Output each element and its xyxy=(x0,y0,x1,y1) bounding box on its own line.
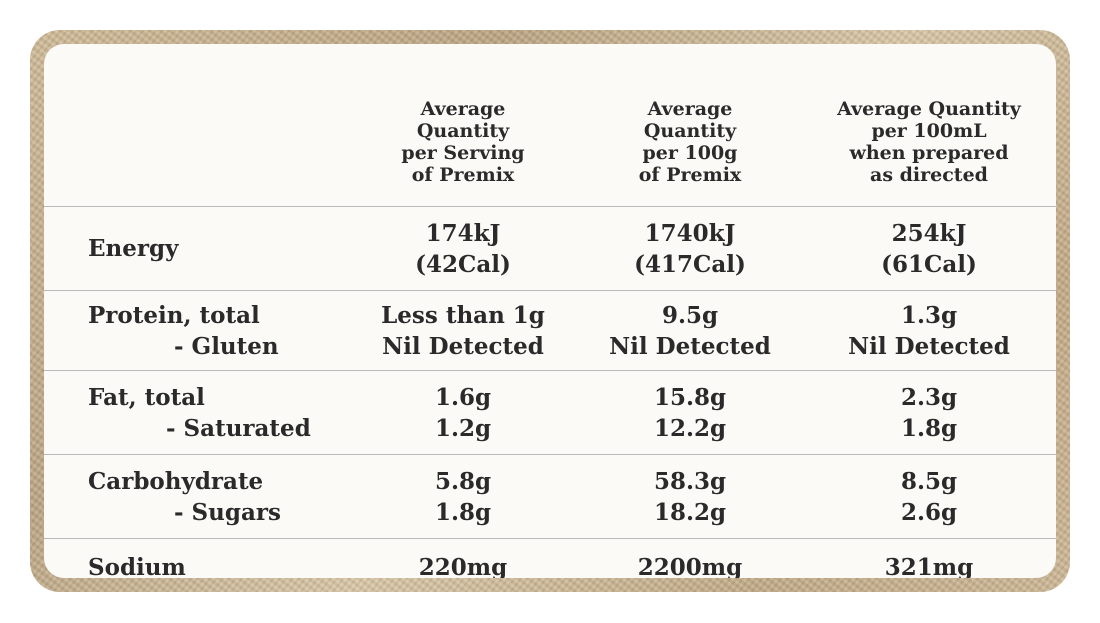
cell-per-100ml: 321mg xyxy=(884,554,974,578)
nutrition-panel: Average Quantity per Serving of Premix A… xyxy=(44,44,1056,578)
cell-per-serving: 5.8g 1.8g xyxy=(348,454,578,539)
row-sodium: Sodium 220mg 2200mg 321mg xyxy=(44,539,1056,578)
row-label: Sodium xyxy=(88,554,186,578)
row-protein: Protein, total - Gluten Less than 1g Nil… xyxy=(44,290,1056,371)
cell-per-serving: Less than 1g Nil Detected xyxy=(348,290,578,371)
row-energy: Energy 174kJ (42Cal) 1740kJ (417Cal) 254… xyxy=(44,206,1056,291)
row-sublabel: - Saturated xyxy=(166,414,311,442)
row-sublabel: - Gluten xyxy=(174,332,279,360)
nutrition-panel-frame: Average Quantity per Serving of Premix A… xyxy=(30,30,1070,592)
cell-per-serving: 220mg xyxy=(418,554,508,578)
cell-per-100ml: 1.3g Nil Detected xyxy=(802,290,1056,371)
cell-per-100g: 15.8g 12.2g xyxy=(578,370,802,455)
row-label: Energy xyxy=(44,206,348,291)
cell-per-100ml: 8.5g 2.6g xyxy=(802,454,1056,539)
row-label: Carbohydrate - Sugars xyxy=(44,454,348,539)
header-per-100g: Average Quantity per 100g of Premix xyxy=(578,44,802,207)
cell-per-serving: 1.6g 1.2g xyxy=(348,370,578,455)
nutrition-table: Average Quantity per Serving of Premix A… xyxy=(44,44,1056,578)
header-blank xyxy=(44,44,348,207)
row-sublabel: - Sugars xyxy=(174,498,281,526)
row-label: Protein, total - Gluten xyxy=(44,290,348,371)
cell-per-100g: 58.3g 18.2g xyxy=(578,454,802,539)
row-carbohydrate: Carbohydrate - Sugars 5.8g 1.8g 58.3g 18… xyxy=(44,454,1056,539)
cell-per-serving: 174kJ (42Cal) xyxy=(348,206,578,291)
header-per-100ml: Average Quantity per 100mL when prepared… xyxy=(802,44,1056,207)
row-fat: Fat, total - Saturated 1.6g 1.2g 15.8g 1… xyxy=(44,370,1056,455)
cell-per-100ml: 254kJ (61Cal) xyxy=(802,206,1056,291)
header-row: Average Quantity per Serving of Premix A… xyxy=(44,44,1056,207)
cell-per-100g: 9.5g Nil Detected xyxy=(578,290,802,371)
cell-per-100g: 1740kJ (417Cal) xyxy=(578,206,802,291)
cell-per-100ml: 2.3g 1.8g xyxy=(802,370,1056,455)
cell-per-100g: 2200mg xyxy=(637,554,743,578)
header-per-serving: Average Quantity per Serving of Premix xyxy=(348,44,578,207)
row-label: Fat, total - Saturated xyxy=(44,370,348,455)
